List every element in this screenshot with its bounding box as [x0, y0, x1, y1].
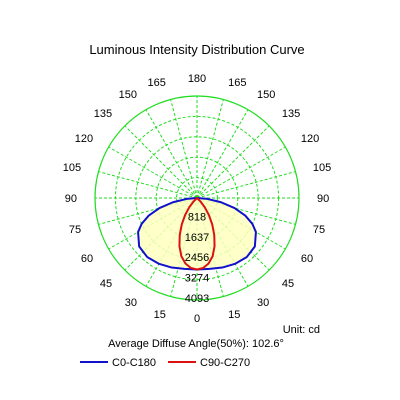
- grid-spoke: [98, 171, 198, 199]
- legend: C0-C180 C90-C270: [80, 357, 250, 369]
- angle-label: 135: [94, 108, 112, 120]
- grid-spoke: [145, 109, 198, 199]
- fill-layer: [138, 198, 256, 270]
- angle-label: 165: [148, 77, 166, 89]
- grid-spoke: [170, 99, 198, 199]
- angle-label: 15: [154, 309, 166, 321]
- legend-label: C0-C180: [112, 357, 156, 369]
- angle-label: 105: [63, 162, 81, 174]
- legend-label: C90-C270: [200, 357, 250, 369]
- grid-spoke: [108, 146, 198, 199]
- angle-label: 150: [119, 89, 137, 101]
- angle-label: 120: [301, 133, 319, 145]
- angle-label: 120: [75, 133, 93, 145]
- grid-spoke: [124, 125, 198, 199]
- radial-tick-label: 1637: [185, 232, 209, 244]
- angle-label: 105: [313, 162, 331, 174]
- angle-label: 60: [81, 253, 93, 265]
- angle-label: 180: [188, 73, 206, 85]
- angle-label: 30: [257, 297, 269, 309]
- curves: [137, 197, 257, 271]
- angle-label: 60: [301, 253, 313, 265]
- angle-label: 165: [228, 77, 246, 89]
- angle-label: 75: [313, 224, 325, 236]
- angle-labels: 1651501351201059075604530151651501351201…: [63, 73, 332, 325]
- angle-label: 0: [194, 313, 200, 325]
- angle-label: 30: [125, 297, 137, 309]
- unit-label: Unit: cd: [283, 324, 320, 336]
- grid-spoke: [196, 125, 270, 199]
- radial-tick-label: 2456: [185, 252, 209, 264]
- angle-label: 90: [65, 193, 77, 205]
- grid-spoke: [196, 99, 224, 199]
- angle-label: 75: [69, 224, 81, 236]
- angle-label: 15: [228, 309, 240, 321]
- grid-spoke: [196, 146, 286, 199]
- angle-label: 135: [282, 108, 300, 120]
- grid-spoke: [196, 109, 249, 199]
- diffuse-angle-annotation: Average Diffuse Angle(50%): 102.6°: [108, 338, 284, 350]
- curve-fill: [138, 198, 256, 270]
- chart-title: Luminous Intensity Distribution Curve: [89, 42, 304, 57]
- radial-tick-labels: 818 1637 2456 3274 4093: [185, 211, 209, 305]
- series-curve-c90-c270: [178, 197, 216, 271]
- angle-label: 150: [257, 89, 275, 101]
- radial-tick-label: 818: [188, 211, 206, 223]
- radial-tick-label: 3274: [185, 273, 209, 285]
- angle-label: 90: [317, 193, 329, 205]
- angle-label: 45: [100, 278, 112, 290]
- angle-label: 45: [282, 278, 294, 290]
- grid-spoke: [196, 171, 296, 199]
- radial-tick-label: 4093: [185, 293, 209, 305]
